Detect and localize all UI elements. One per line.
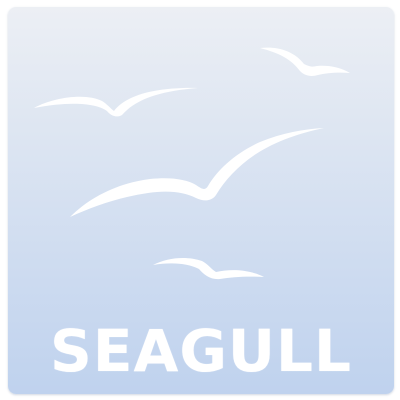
sky-background — [8, 7, 394, 394]
app-wordmark: SEAGULL — [50, 317, 352, 385]
seagull-small-top-right-icon — [260, 47, 350, 76]
seagull-large-icon — [70, 128, 324, 217]
seagull-small-bottom-icon — [153, 257, 264, 280]
seagull-app-icon: SEAGULL — [8, 7, 394, 394]
seagull-small-left-icon — [34, 87, 198, 117]
